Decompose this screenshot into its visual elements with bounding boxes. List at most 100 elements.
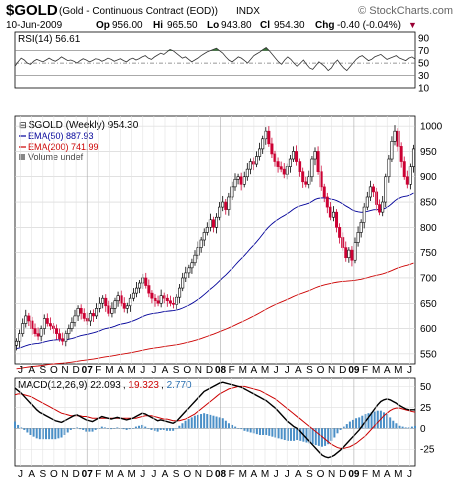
macd-hist-bar [367, 413, 370, 429]
candle-body [64, 333, 68, 342]
change-down-icon: ▼ [408, 20, 417, 30]
macd-histogram [14, 410, 416, 447]
macd-hist-bar [82, 428, 85, 430]
price-grid [15, 125, 415, 355]
candle-body [344, 247, 348, 259]
candle-body [190, 262, 194, 269]
candle-body [307, 176, 311, 185]
macd-tick-label: 0 [420, 424, 426, 435]
time-tick-label: N [328, 469, 335, 480]
macd-hist-bar [76, 427, 79, 429]
candle-body [98, 302, 102, 309]
time-tick-label: J [407, 469, 412, 480]
macd-hist-bar [240, 428, 243, 430]
open-value: 956.00 [112, 20, 143, 31]
price-tick-label: 550 [420, 349, 437, 360]
candle-body [375, 191, 379, 205]
time-tick-label: N [61, 365, 68, 376]
macd-hist-bar [348, 421, 351, 429]
candle-body [233, 178, 237, 188]
candle-body [33, 328, 37, 334]
macd-hist-bar [190, 417, 193, 429]
contract-name: (Gold - Continuous Contract (EOD)) [59, 6, 218, 17]
candle-body [95, 308, 99, 317]
candle-body [202, 232, 206, 241]
time-tick-label: A [251, 469, 258, 480]
macd-hist-bar [14, 421, 16, 429]
candle-body [387, 158, 391, 178]
rsi-line [14, 47, 416, 72]
price-tick-label: 750 [420, 248, 437, 259]
candle-body [159, 295, 163, 304]
time-tick-label: O [183, 365, 191, 376]
candle-body [156, 300, 160, 304]
macd-hist-bar [91, 428, 94, 432]
candle-body [76, 308, 80, 317]
candle-body [270, 143, 274, 155]
candle-body [365, 196, 369, 208]
macd-hist-bar [169, 428, 172, 431]
rsi-label: RSI(14) 56.61 [18, 34, 81, 45]
time-tick-label: J [18, 469, 23, 480]
symbol-title: $GOLD [6, 2, 58, 19]
macd-hist-bar [17, 424, 20, 429]
candle-body [91, 313, 95, 317]
macd-panel [14, 377, 416, 467]
time-tick-label: S [306, 365, 313, 376]
low-label: Lo [207, 20, 219, 31]
candle-body [282, 168, 286, 175]
time-tick-label: A [384, 365, 391, 376]
candle-body [39, 328, 43, 337]
time-tick-label: 07 [82, 365, 94, 376]
rsi-tick-label: 50 [418, 59, 430, 70]
time-tick-label: M [394, 469, 402, 480]
macd-label: MACD(12,26,9) 22.093, 19.323, 2.770 [18, 380, 192, 391]
time-tick-label: A [295, 469, 302, 480]
time-tick-label: M [372, 469, 380, 480]
candle-body [119, 295, 123, 304]
macd-hist-bar [255, 428, 258, 435]
time-tick-label: 08 [215, 469, 227, 480]
price-tick-label: 850 [420, 198, 437, 209]
change-label: Chg [315, 20, 334, 31]
candle-body [390, 141, 394, 160]
candle-body [193, 254, 197, 264]
candle-body [88, 313, 92, 322]
time-tick-label: A [28, 365, 35, 376]
macd-hist-bar [103, 427, 106, 429]
macd-hist-bar [88, 428, 91, 432]
price-axis: 1000 950 900 850 800 750 700 650 600 550 [420, 122, 443, 361]
time-tick-label: O [317, 469, 325, 480]
macd-hist-bar [336, 428, 339, 434]
candle-body [135, 287, 139, 294]
macd-hist-bar [29, 428, 32, 435]
time-tick-label: 09 [348, 469, 360, 480]
watermark: © StockCharts.com [358, 5, 453, 17]
candle-body [264, 130, 268, 140]
high-label: Hi [153, 20, 163, 31]
ema200-line [16, 262, 414, 370]
candle-body [199, 239, 203, 248]
macd-hist-bar [181, 423, 184, 429]
candle-body [224, 201, 228, 210]
candle-body [261, 138, 265, 150]
macd-hist-bar [172, 428, 175, 431]
macd-hist-bar [153, 428, 156, 431]
candle-body [128, 297, 132, 307]
ema50-line [16, 192, 414, 349]
candle-body [310, 158, 314, 178]
candle-body [248, 161, 252, 170]
candle-body [113, 300, 117, 309]
time-tick-label: D [339, 365, 346, 376]
macd-hist-bar [296, 428, 299, 441]
macd-hist-bar [227, 423, 230, 429]
macd-hist-bar [128, 428, 131, 430]
time-tick-label: S [39, 365, 46, 376]
macd-hist-bar [138, 425, 141, 429]
time-tick-label: J [151, 365, 156, 376]
candle-body [276, 161, 280, 167]
time-tick-label: S [39, 469, 46, 480]
time-tick-label: A [28, 469, 35, 480]
price-panel [14, 115, 416, 365]
